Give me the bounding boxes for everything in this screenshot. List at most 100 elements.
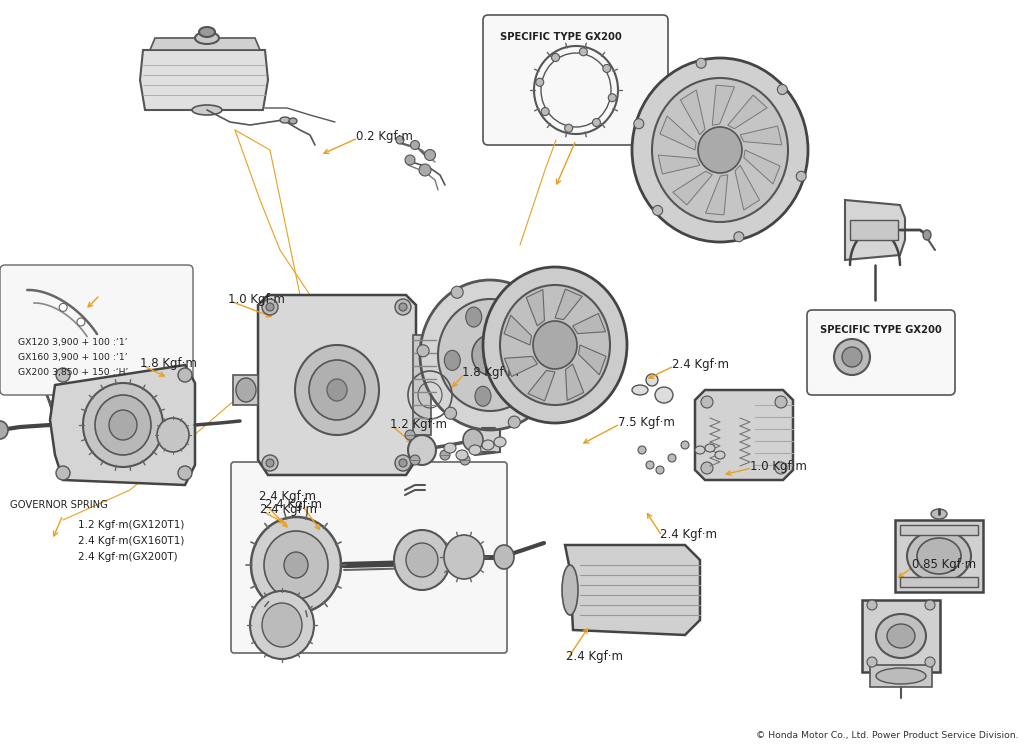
Ellipse shape bbox=[444, 350, 460, 371]
Ellipse shape bbox=[925, 657, 935, 667]
Ellipse shape bbox=[289, 118, 297, 124]
Ellipse shape bbox=[653, 205, 662, 216]
Ellipse shape bbox=[199, 27, 215, 37]
Text: SPECIFIC TYPE GX200: SPECIFIC TYPE GX200 bbox=[500, 32, 622, 42]
Polygon shape bbox=[505, 356, 538, 377]
Ellipse shape bbox=[515, 365, 531, 385]
Bar bbox=[900, 525, 978, 535]
Ellipse shape bbox=[695, 446, 705, 454]
Ellipse shape bbox=[925, 600, 935, 610]
Polygon shape bbox=[713, 85, 734, 126]
Ellipse shape bbox=[564, 124, 573, 132]
Text: 2.4 Kgf·m: 2.4 Kgf·m bbox=[566, 650, 623, 663]
Text: 2.4 Kgf·m: 2.4 Kgf·m bbox=[660, 528, 717, 541]
Ellipse shape bbox=[715, 451, 725, 459]
Ellipse shape bbox=[494, 545, 514, 569]
Ellipse shape bbox=[482, 440, 494, 450]
Text: 1.0 Kgf·m: 1.0 Kgf·m bbox=[228, 293, 285, 306]
Polygon shape bbox=[475, 425, 500, 455]
Ellipse shape bbox=[655, 387, 673, 403]
FancyBboxPatch shape bbox=[231, 462, 507, 653]
Ellipse shape bbox=[0, 421, 8, 439]
Ellipse shape bbox=[399, 459, 407, 467]
Polygon shape bbox=[744, 150, 780, 184]
Ellipse shape bbox=[419, 164, 431, 176]
FancyBboxPatch shape bbox=[483, 15, 668, 145]
Text: 2.4 Kgf·m: 2.4 Kgf·m bbox=[260, 503, 317, 516]
Ellipse shape bbox=[262, 455, 278, 471]
FancyBboxPatch shape bbox=[806, 310, 955, 395]
Polygon shape bbox=[579, 345, 606, 374]
Ellipse shape bbox=[417, 345, 430, 356]
Polygon shape bbox=[658, 155, 699, 174]
Polygon shape bbox=[527, 371, 555, 401]
Ellipse shape bbox=[698, 127, 742, 173]
Ellipse shape bbox=[705, 444, 715, 452]
Ellipse shape bbox=[796, 171, 806, 181]
Bar bbox=[862, 600, 940, 672]
Polygon shape bbox=[660, 116, 696, 150]
Polygon shape bbox=[150, 38, 260, 50]
Ellipse shape bbox=[696, 58, 707, 68]
Ellipse shape bbox=[95, 395, 151, 455]
Polygon shape bbox=[140, 50, 268, 110]
Ellipse shape bbox=[536, 78, 544, 86]
Ellipse shape bbox=[266, 303, 274, 311]
Ellipse shape bbox=[701, 396, 713, 408]
Ellipse shape bbox=[394, 455, 411, 471]
Bar bbox=[850, 220, 898, 240]
Ellipse shape bbox=[533, 321, 577, 369]
Ellipse shape bbox=[56, 368, 70, 382]
Ellipse shape bbox=[923, 230, 931, 240]
Ellipse shape bbox=[83, 383, 163, 467]
Text: 1.2 Kgf·m(GX120T1): 1.2 Kgf·m(GX120T1) bbox=[78, 520, 184, 530]
Polygon shape bbox=[565, 545, 700, 635]
Ellipse shape bbox=[464, 429, 483, 451]
Polygon shape bbox=[555, 289, 582, 320]
FancyBboxPatch shape bbox=[0, 265, 193, 395]
Polygon shape bbox=[526, 290, 545, 326]
Ellipse shape bbox=[579, 48, 587, 56]
Ellipse shape bbox=[510, 316, 525, 336]
Ellipse shape bbox=[195, 32, 219, 44]
Ellipse shape bbox=[157, 418, 188, 452]
Ellipse shape bbox=[876, 668, 926, 684]
Ellipse shape bbox=[632, 385, 648, 395]
Ellipse shape bbox=[834, 339, 870, 375]
Ellipse shape bbox=[778, 84, 787, 95]
Ellipse shape bbox=[475, 387, 491, 406]
Ellipse shape bbox=[192, 105, 222, 115]
Ellipse shape bbox=[646, 374, 658, 386]
Text: 1.0 Kgf·m: 1.0 Kgf·m bbox=[750, 460, 806, 473]
Ellipse shape bbox=[472, 335, 508, 375]
Polygon shape bbox=[695, 390, 793, 480]
Text: SPECIFIC TYPE GX200: SPECIFIC TYPE GX200 bbox=[820, 325, 941, 335]
Ellipse shape bbox=[451, 287, 464, 299]
Text: 2.4 Kgf·m: 2.4 Kgf·m bbox=[265, 498, 322, 511]
Text: 0.2 Kgf·m: 0.2 Kgf·m bbox=[356, 130, 413, 143]
Text: 7.5 Kgf·m: 7.5 Kgf·m bbox=[618, 416, 675, 429]
Ellipse shape bbox=[280, 117, 290, 123]
Polygon shape bbox=[728, 95, 767, 129]
Ellipse shape bbox=[262, 299, 278, 315]
Ellipse shape bbox=[592, 119, 600, 126]
Ellipse shape bbox=[178, 466, 192, 480]
Ellipse shape bbox=[668, 454, 676, 462]
Ellipse shape bbox=[295, 345, 379, 435]
Polygon shape bbox=[504, 315, 531, 345]
Ellipse shape bbox=[424, 150, 436, 160]
Ellipse shape bbox=[327, 379, 347, 401]
Ellipse shape bbox=[284, 552, 308, 578]
Ellipse shape bbox=[445, 408, 456, 419]
Ellipse shape bbox=[394, 530, 450, 590]
Text: 1.8 Kgf·m: 1.8 Kgf·m bbox=[140, 357, 197, 370]
Ellipse shape bbox=[50, 400, 56, 406]
Ellipse shape bbox=[406, 543, 438, 577]
Polygon shape bbox=[706, 174, 728, 215]
Bar bbox=[233, 375, 258, 405]
Ellipse shape bbox=[557, 300, 566, 310]
Ellipse shape bbox=[638, 446, 646, 454]
Ellipse shape bbox=[262, 603, 302, 647]
Ellipse shape bbox=[494, 437, 506, 447]
Ellipse shape bbox=[562, 565, 578, 615]
